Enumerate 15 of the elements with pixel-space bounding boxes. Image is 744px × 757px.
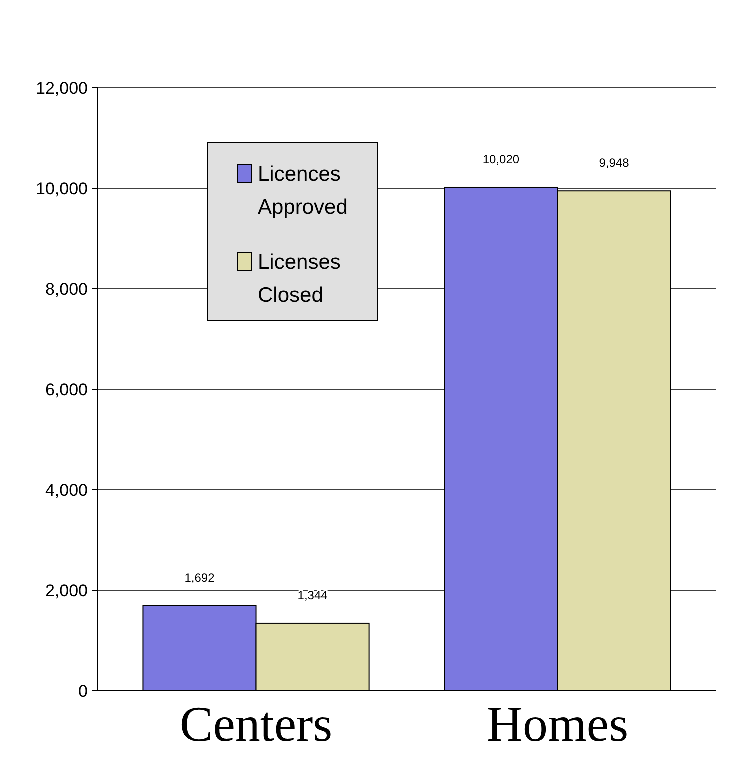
data-label: 9,948	[599, 156, 630, 170]
legend-label: Licences Approved	[258, 163, 348, 219]
data-label: 10,020	[482, 152, 520, 166]
data-label: 1,692	[184, 570, 216, 585]
y-tick-label: 6,000	[45, 380, 88, 400]
legend-label: Licenses Closed	[258, 251, 341, 307]
y-tick-label: 0	[78, 682, 88, 701]
y-tick-label: 8,000	[45, 280, 88, 299]
x-tick-label: Centers	[180, 696, 333, 752]
x-tick-label: Homes	[486, 696, 629, 752]
y-tick-label: 10,000	[36, 179, 88, 198]
y-tick-label: 12,000	[36, 78, 88, 98]
y-tick-label: 2,000	[45, 581, 88, 600]
data-label: 1,344	[298, 588, 328, 602]
y-tick-label: 4,000	[45, 480, 88, 500]
